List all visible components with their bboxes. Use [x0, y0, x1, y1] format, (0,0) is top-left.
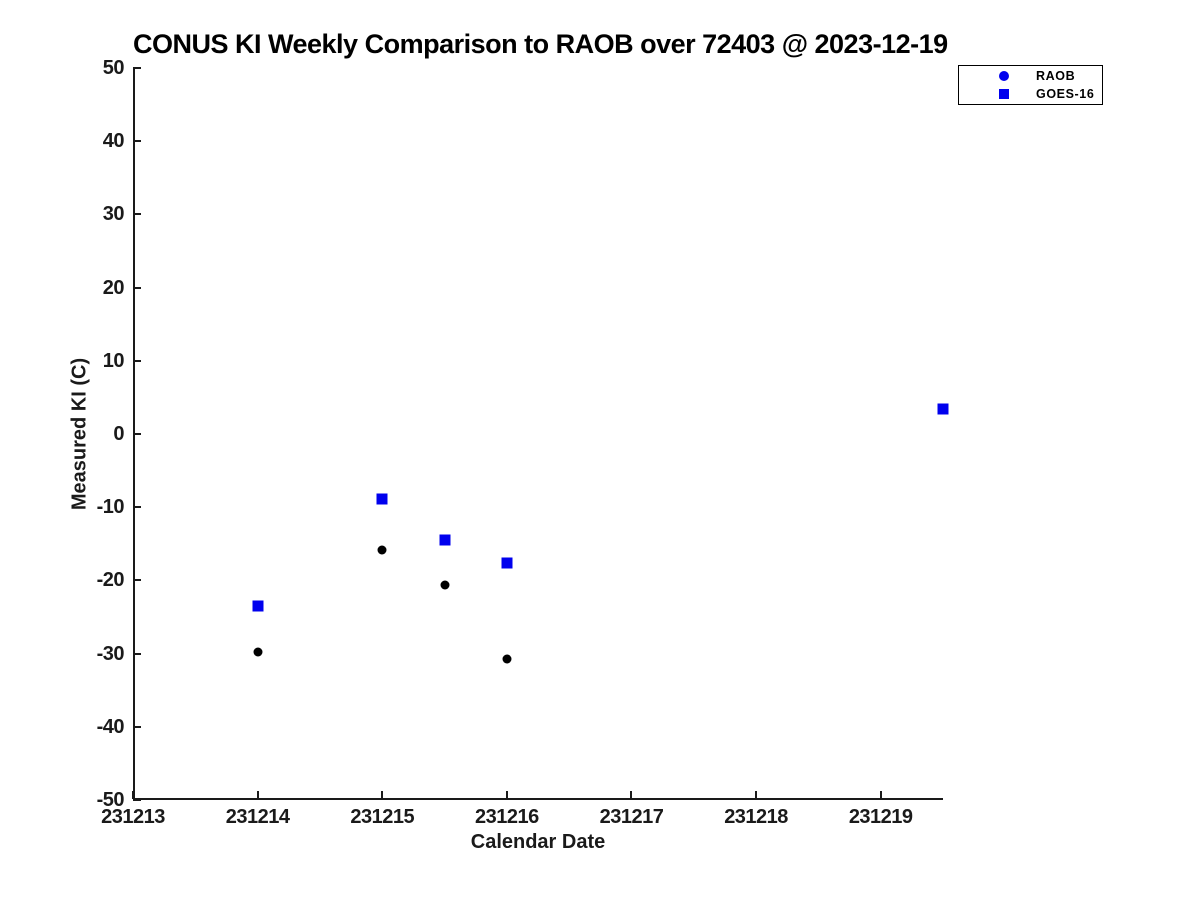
- x-tick-mark: [381, 791, 384, 799]
- y-tick-mark: [133, 725, 141, 728]
- y-tick-mark: [133, 359, 141, 362]
- x-tick-mark: [755, 791, 758, 799]
- data-point-raob: [253, 647, 263, 657]
- y-tick-label: 40: [102, 130, 125, 153]
- x-tick-label: 231214: [225, 806, 290, 828]
- y-tick-mark: [133, 799, 141, 801]
- legend-item: GOES-16: [959, 86, 1102, 101]
- y-tick-mark: [133, 140, 141, 143]
- x-tick-label: 231213: [101, 806, 165, 828]
- data-point-goes-16: [439, 534, 451, 546]
- y-tick-label: -10: [96, 496, 125, 519]
- x-tick-label: 231219: [848, 806, 913, 828]
- legend-square-icon: [999, 88, 1009, 99]
- chart-title: CONUS KI Weekly Comparison to RAOB over …: [133, 29, 948, 59]
- y-tick-mark: [133, 652, 141, 655]
- y-tick-mark: [133, 506, 141, 509]
- y-tick-label: 20: [102, 276, 125, 299]
- data-point-raob: [440, 580, 450, 590]
- x-tick-label: 231216: [474, 806, 539, 828]
- data-point-goes-16: [501, 557, 513, 569]
- y-tick-mark: [133, 213, 141, 216]
- legend-circle-icon: [999, 71, 1009, 82]
- data-point-goes-16: [376, 493, 388, 505]
- legend: RAOB GOES-16: [958, 65, 1103, 105]
- y-tick-label: 30: [102, 203, 125, 226]
- y-tick-label: 0: [113, 423, 124, 445]
- y-tick-label: -20: [96, 569, 125, 592]
- x-tick-label: 231215: [350, 806, 415, 828]
- y-tick-label: 50: [102, 57, 125, 79]
- data-point-raob: [502, 654, 512, 664]
- x-axis-label: Calendar Date: [470, 831, 606, 853]
- legend-item: RAOB: [959, 69, 1102, 84]
- x-tick-mark: [256, 791, 259, 799]
- y-tick-label: 10: [102, 349, 125, 372]
- x-tick-mark: [132, 791, 134, 799]
- y-axis-label: Measured KI (C): [68, 357, 91, 511]
- plot-area: [133, 68, 943, 800]
- y-tick-label: -30: [96, 642, 125, 665]
- x-tick-label: 231218: [724, 806, 788, 828]
- x-tick-mark: [630, 791, 633, 799]
- y-tick-label: -50: [96, 789, 125, 811]
- x-tick-mark: [505, 791, 508, 799]
- data-point-goes-16: [937, 403, 949, 415]
- y-tick-mark: [133, 67, 141, 69]
- x-tick-label: 231217: [599, 806, 664, 828]
- legend-label: GOES-16: [1036, 86, 1095, 101]
- legend-label: RAOB: [1036, 69, 1076, 84]
- y-tick-mark: [133, 433, 141, 435]
- y-tick-mark: [133, 579, 141, 582]
- x-tick-mark: [879, 791, 882, 799]
- data-point-raob: [377, 545, 387, 555]
- y-tick-label: -40: [96, 715, 125, 738]
- data-point-goes-16: [252, 600, 264, 612]
- y-tick-mark: [133, 286, 141, 289]
